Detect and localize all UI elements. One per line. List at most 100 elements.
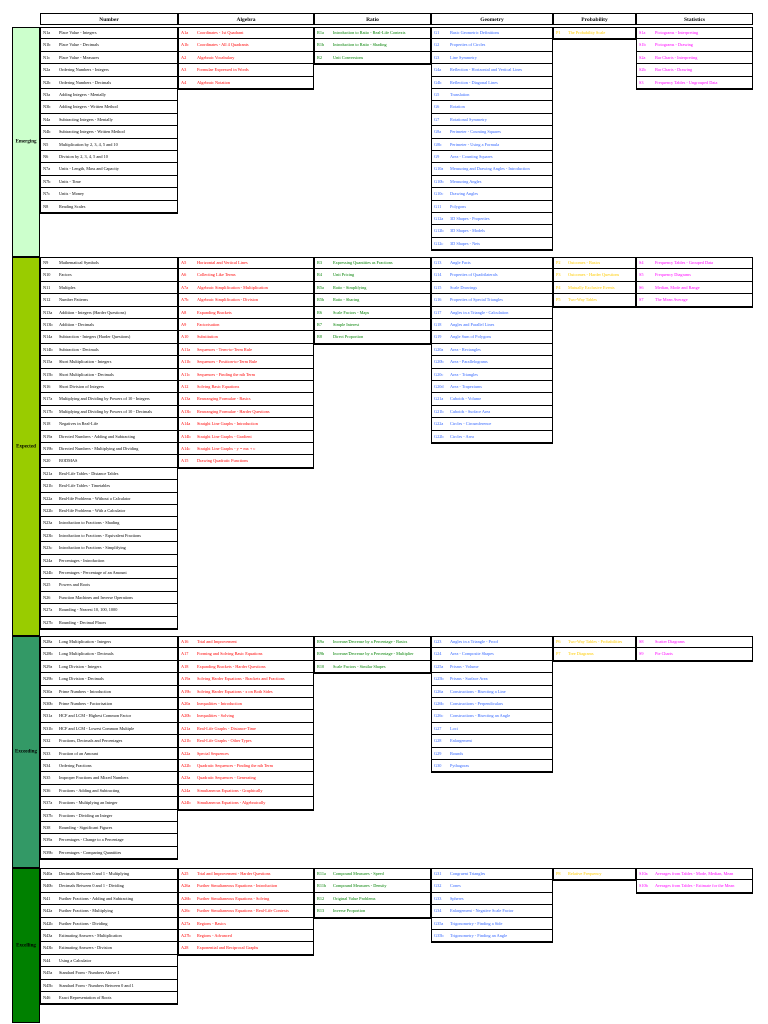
topic-row: N2a Ordering Numbers - Integers	[40, 64, 178, 77]
topic-row: G26a Constructions - Bisecting a Line	[431, 686, 553, 698]
topic-code: S4	[639, 260, 644, 265]
topic-row: G3 Line Symmetry	[431, 52, 553, 65]
topic-row: G22b Circles - Area	[431, 431, 553, 443]
topic-label: Straight Line Graphs - y = mx + c	[197, 446, 256, 451]
topic-row: A18 Expanding Brackets - Harder Questions	[178, 661, 314, 674]
topic-label: Introduction to Fractions - Shading	[59, 520, 120, 526]
topic-code: N19b	[43, 446, 53, 451]
topic-label: Rounding - Significant Figures	[59, 825, 113, 830]
topic-code: P3	[556, 272, 561, 278]
topic-code: G12b	[434, 228, 444, 234]
topic-code: A27b	[181, 933, 191, 938]
topic-code: N27a	[43, 607, 53, 613]
topic-row: N17a Multiplying and Dividing by Powers o…	[40, 393, 178, 406]
topic-label: Further Fractions - Multiplying	[59, 908, 113, 914]
topic-label: Coordinates - 1st Quadrant	[197, 30, 244, 35]
topic-label: Frequency Tables - Ungrouped Data	[655, 79, 718, 85]
topic-label: Further Fractions - Dividing	[59, 920, 108, 926]
topic-row: P6 Two-Way Tables - Probabilities	[553, 636, 636, 649]
header-frame	[40, 13, 753, 26]
topic-label: Frequency Tables - Grouped Data	[655, 260, 714, 265]
topic-row: N39a Percentages - Change to a Percentage	[40, 834, 178, 847]
topic-code: N35	[43, 775, 51, 781]
topic-label: Solving Harder Equations - x on Both Sid…	[197, 688, 273, 694]
topic-label: Averages from Tables - Estimate for the …	[655, 883, 735, 889]
topic-row: N35 Improper Fractions and Mixed Numbers	[40, 772, 178, 785]
topic-code: N14a	[43, 334, 53, 340]
column-header-statistics: Statistics	[636, 13, 753, 25]
topic-code: G21a	[434, 396, 444, 402]
topic-code: G34	[434, 908, 442, 914]
topic-label: Long Multiplication - Decimals	[59, 651, 114, 657]
topic-code: N14b	[43, 346, 53, 352]
topic-row: G21a Cuboids - Volume	[431, 393, 553, 406]
topic-label: Algebraic Simplification - Division	[197, 297, 258, 303]
topic-code: A5	[181, 260, 187, 265]
topic-label: Coordinates - All 4 Quadrants	[197, 42, 249, 48]
topic-code: G7	[434, 116, 440, 122]
topic-label: Percentages - Percentage of an Amount	[59, 570, 127, 575]
topic-row: G27 Loci	[431, 723, 553, 736]
topic-label: Subtraction - Decimals	[59, 346, 99, 352]
topic-code: A18	[181, 663, 189, 669]
topic-row: N37b Fractions - Dividing an Integer	[40, 810, 178, 822]
topic-row: G26b Constructions - Perpendiculars	[431, 698, 553, 711]
topic-row: R11b Compound Measures - Density	[314, 880, 431, 893]
topic-row: N19a Directed Numbers - Adding and Subtra…	[40, 431, 178, 443]
topic-row: G25b Prisms - Surface Area	[431, 673, 553, 686]
topic-label: Angle Facts	[450, 260, 471, 265]
topic-label: Inequalities - Introduction	[197, 701, 242, 706]
topic-code: G19	[434, 334, 442, 340]
number-band-2	[40, 257, 178, 630]
topic-row: G34 Enlargement - Negative Scale Factor	[431, 905, 553, 918]
topic-row: G25a Prisms - Volume	[431, 661, 553, 674]
topic-code: N24a	[43, 557, 53, 563]
topic-row: P8 Relative Frequency	[553, 868, 636, 881]
topic-row: G9 Area - Counting Squares	[431, 151, 553, 164]
topic-row: A8 Expanding Brackets	[178, 307, 314, 319]
topic-label: Horizontal and Vertical Lines	[197, 260, 248, 265]
topic-code: N40b	[43, 883, 53, 889]
topic-label: Algebraic Vocabulary	[197, 54, 235, 60]
topic-label: Area - Triangles	[450, 371, 478, 377]
topic-code: N17b	[43, 408, 53, 414]
topic-code: G23	[434, 639, 442, 644]
topic-label: Enlargement - Negative Scale Factor	[450, 908, 514, 914]
topic-row: N3a Adding Integers - Mentally	[40, 89, 178, 102]
topic-row: N30a Prime Numbers - Introduction	[40, 686, 178, 698]
topic-row: R5a Ratio - Simplifying	[314, 282, 431, 295]
topic-row: N18 Negatives in Real-Life	[40, 418, 178, 431]
topic-code: N31b	[43, 725, 53, 731]
topic-label: Real-Life Graphs - Distance-Time	[197, 725, 256, 731]
topic-code: N29a	[43, 663, 53, 669]
topic-label: Reading Scales	[59, 203, 86, 209]
topic-code: G2	[434, 42, 440, 48]
topic-row: N7c Units - Money	[40, 188, 178, 201]
topic-row: G8a Perimeter - Counting Squares	[431, 126, 553, 139]
topic-label: Mathematical Symbols	[59, 260, 99, 265]
topic-label: Pictograms - Drawing	[655, 42, 693, 48]
topic-code: N15b	[43, 371, 53, 377]
topic-label: Inverse Proportion	[333, 908, 366, 914]
algebra-band-1	[178, 27, 314, 90]
topic-row: N42b Further Fractions - Dividing	[40, 918, 178, 930]
topic-label: Pythagoras	[450, 763, 470, 768]
column-header-geometry: Geometry	[431, 13, 553, 25]
topic-label: Regions - Advanced	[197, 933, 232, 938]
topic-label: Real-Life Graphs - Other Types	[197, 738, 252, 744]
topic-code: G1	[434, 30, 440, 35]
topic-label: Further Simultaneous Equations - Solving	[197, 895, 270, 901]
topic-label: Enlargement	[450, 738, 472, 744]
topic-code: N28a	[43, 639, 53, 644]
topic-row: S9 Pie Charts	[636, 648, 753, 661]
topic-label: Prisms - Surface Area	[450, 676, 488, 682]
topic-row: N42a Further Fractions - Multiplying	[40, 905, 178, 918]
topic-row: N1a Place Value - Integers	[40, 27, 178, 40]
topic-row: N22b Real-life Problems - With a Calculat…	[40, 505, 178, 518]
topic-row: G35a Trigonometry - Finding a Side	[431, 918, 553, 930]
probability-band-3	[553, 636, 636, 662]
topic-label: Area - Counting Squares	[450, 154, 493, 159]
topic-code: N30b	[43, 701, 53, 706]
topic-row: R3 Expressing Quantities as Fractions	[314, 257, 431, 270]
topic-label: Prime Numbers - Introduction	[59, 688, 111, 694]
